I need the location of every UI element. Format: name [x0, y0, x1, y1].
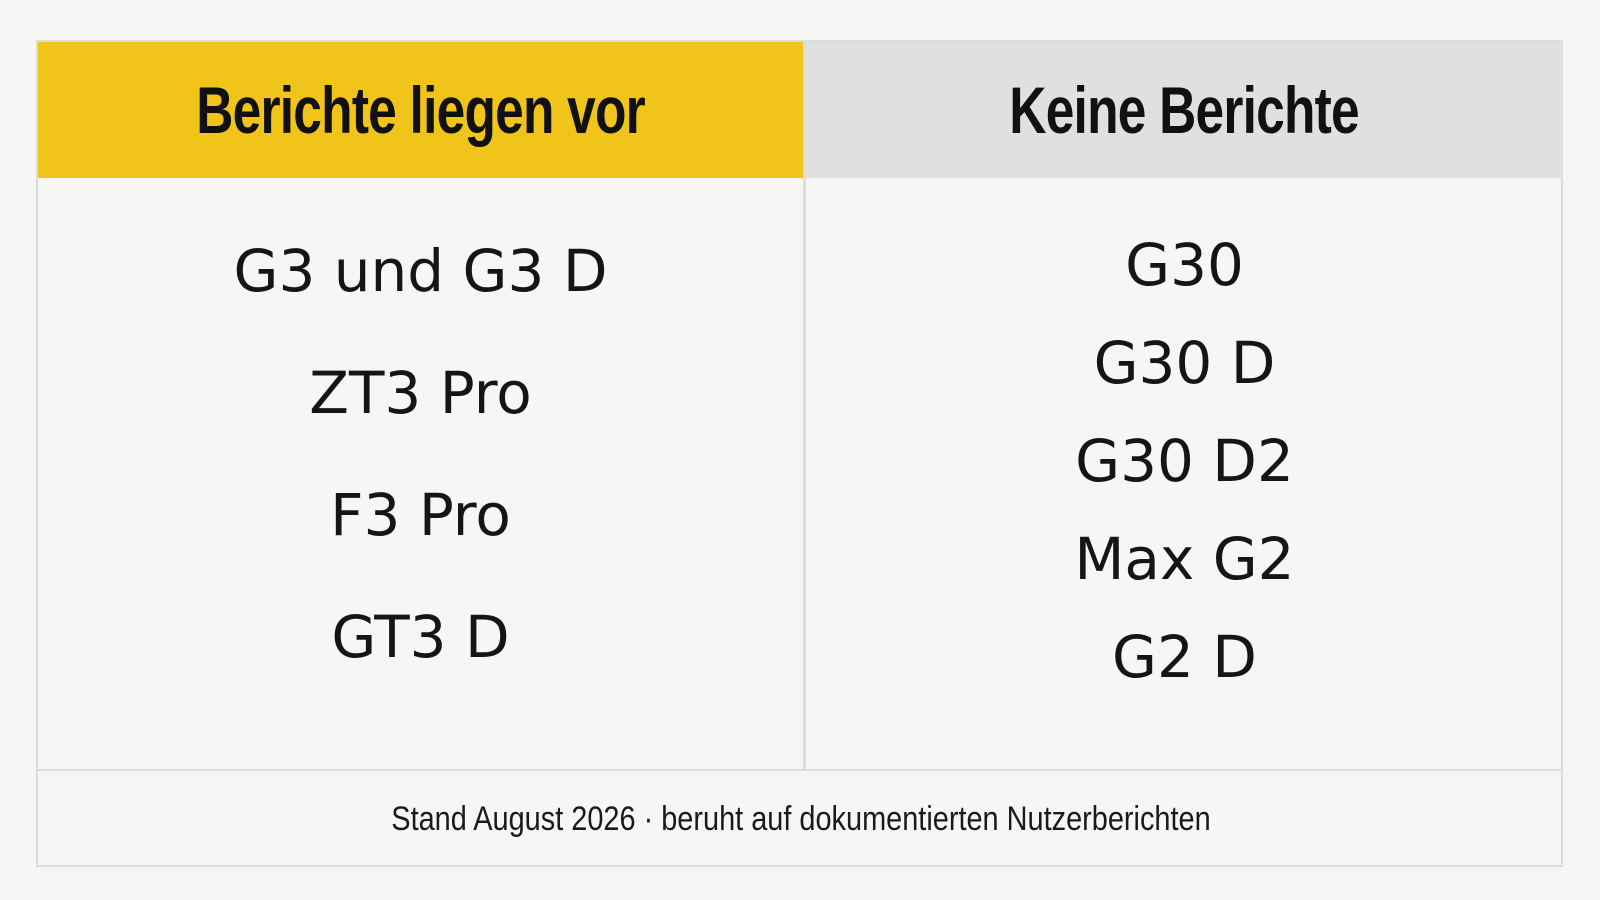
list-item: F3 Pro — [330, 481, 511, 549]
header-no-reports-title: Keine Berichte — [1009, 73, 1360, 147]
footer-note: Stand August 2026 · beruht auf dokumenti… — [390, 799, 1211, 838]
column-divider — [803, 42, 806, 769]
list-item: ZT3 Pro — [309, 359, 532, 427]
header-reports-available-title: Berichte liegen vor — [196, 73, 645, 147]
list-item: GT3 D — [331, 603, 510, 671]
footer: Stand August 2026 · beruht auf dokumenti… — [38, 769, 1563, 867]
list-item: G30 — [1125, 231, 1244, 299]
header-reports-available: Berichte liegen vor — [38, 42, 803, 178]
list-item: G2 D — [1112, 623, 1257, 691]
column-reports-available: G3 und G3 D ZT3 Pro F3 Pro GT3 D — [38, 178, 803, 769]
list-item: Max G2 — [1074, 525, 1295, 593]
comparison-table: Berichte liegen vor Keine Berichte G3 un… — [36, 40, 1563, 867]
list-item: G30 D — [1093, 329, 1276, 397]
list-item: G3 und G3 D — [233, 237, 608, 305]
header-no-reports: Keine Berichte — [806, 42, 1563, 178]
list-item: G30 D2 — [1075, 427, 1294, 495]
column-no-reports: G30 G30 D G30 D2 Max G2 G2 D — [806, 178, 1563, 769]
